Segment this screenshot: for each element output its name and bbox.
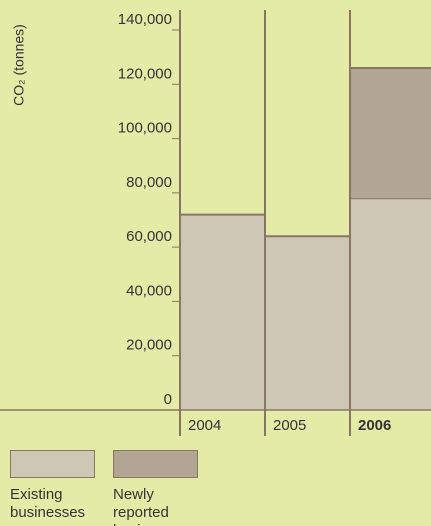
y-tick-label: 0 (164, 391, 172, 408)
legend-swatch (113, 450, 198, 478)
y-tick-label: 80,000 (126, 174, 172, 191)
bar-segment (350, 198, 431, 410)
y-tick-label: 60,000 (126, 228, 172, 245)
bar-segment (180, 214, 265, 410)
legend-label: Newly reported businesses (113, 486, 188, 526)
y-tick-label: 100,000 (118, 120, 172, 137)
y-tick-label: 20,000 (126, 337, 172, 354)
bar-segment (265, 236, 350, 410)
chart: CO₂ (tonnes) 0 20,000 40,000 60,000 80,000 10… (0, 10, 431, 436)
x-tick-label: 2004 (188, 417, 221, 434)
y-tick-label: 140,000 (118, 11, 172, 28)
y-tick-label: 120,000 (118, 65, 172, 82)
legend-label: Existing businesses (10, 486, 86, 521)
x-tick-label: 2006 (358, 417, 391, 434)
y-axis-label: CO₂ (tonnes) (11, 24, 27, 106)
x-tick-label: 2005 (273, 417, 306, 434)
y-tick-label: 40,000 (126, 282, 172, 299)
legend-swatch (10, 450, 95, 478)
bar-segment (350, 68, 431, 199)
